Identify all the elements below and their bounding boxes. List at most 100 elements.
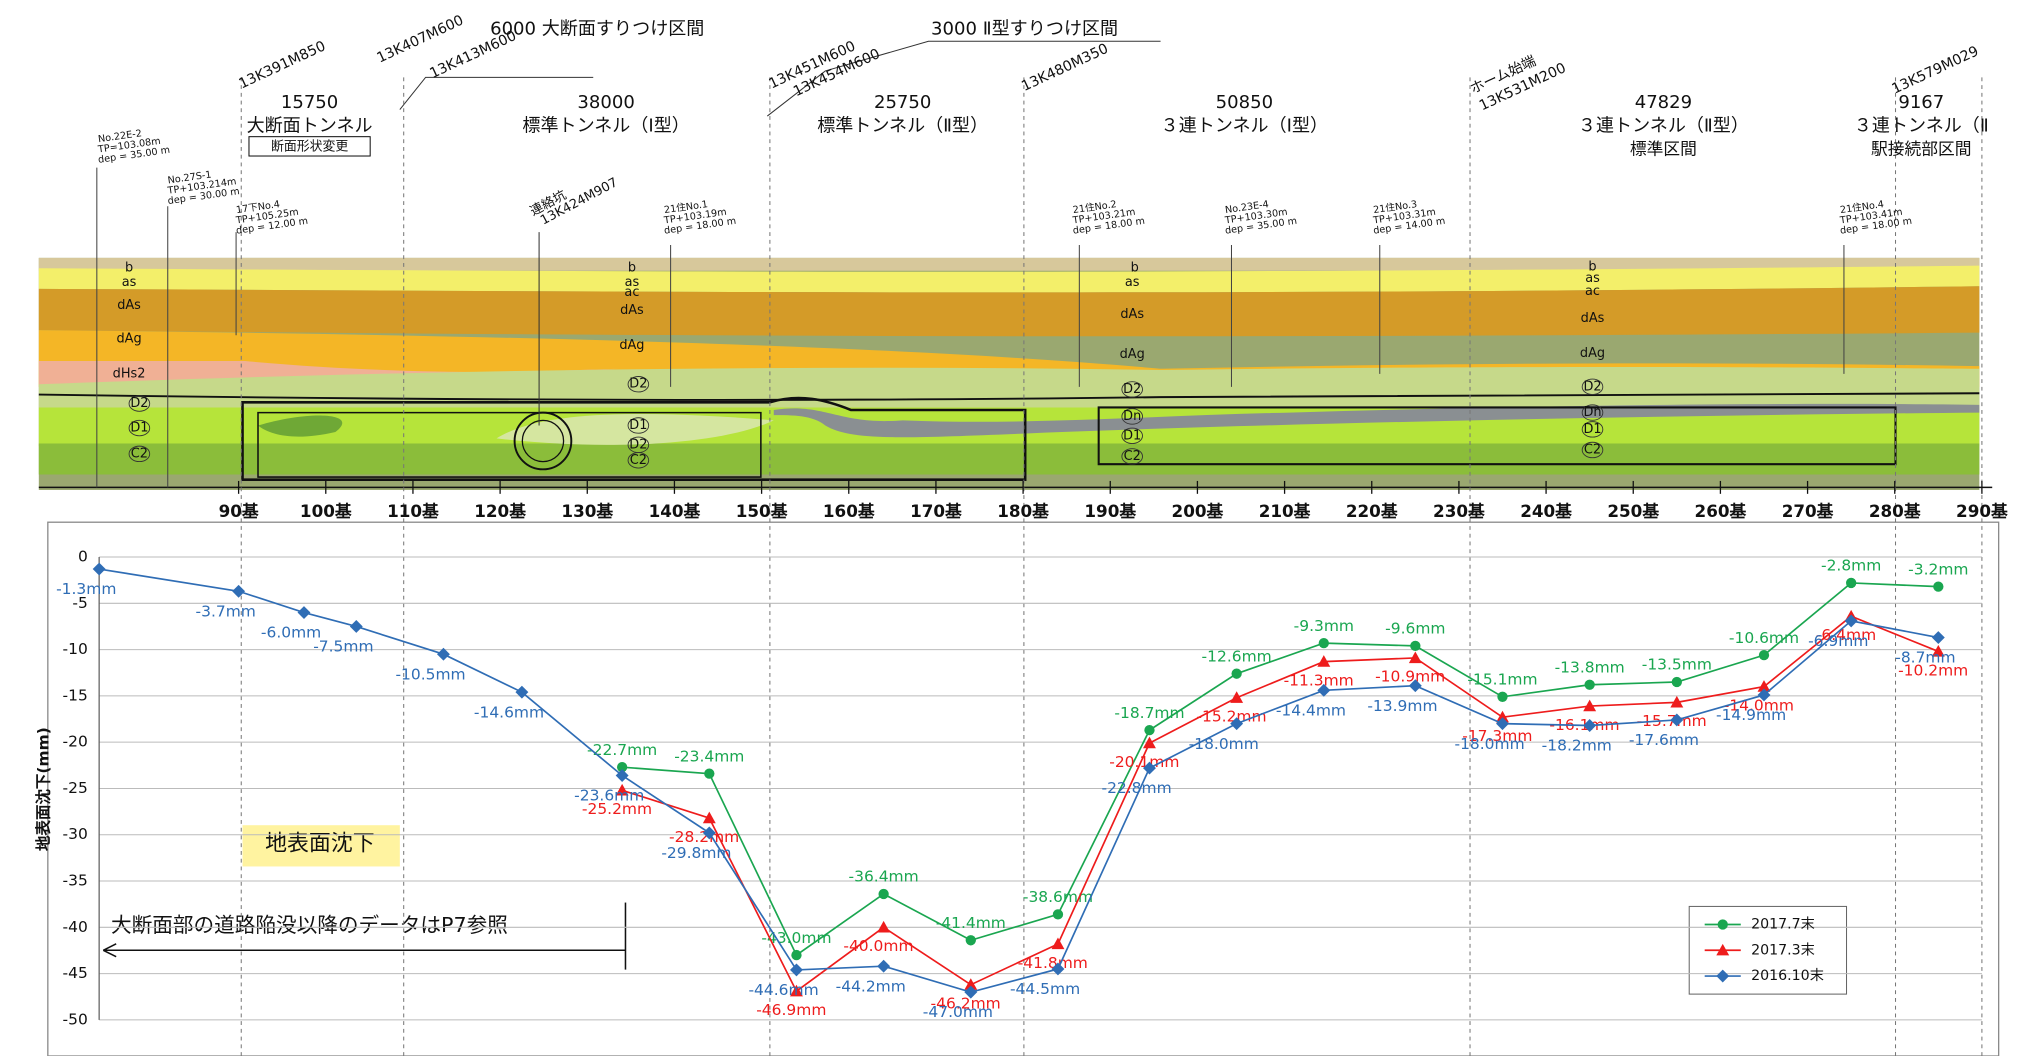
point (791, 949, 802, 961)
layer-label: b (628, 261, 636, 276)
section-name: 大断面トンネル (247, 115, 373, 136)
point (1410, 640, 1421, 652)
boring-column (96, 167, 1845, 488)
value-label: -3.2mm (1908, 560, 1968, 578)
x-tick-label: 130基 (561, 501, 613, 521)
x-tick-label: 260基 (1695, 501, 1747, 521)
layer-circle (1581, 421, 1604, 438)
value-label: -13.9mm (1367, 697, 1437, 715)
layer-label: dAs (1120, 307, 1144, 322)
section-length: 38000 (577, 92, 634, 113)
x-tick-label: 280基 (1869, 501, 1921, 521)
value-label: -3.7mm (196, 602, 256, 620)
x-tick-label: 200基 (1172, 501, 1224, 521)
series-line (621, 615, 1939, 993)
chart-frame (47, 521, 2000, 1056)
x-tick-label: 150基 (736, 501, 788, 521)
point (1051, 937, 1065, 950)
point (1052, 909, 1064, 920)
point (1317, 655, 1331, 667)
point (1496, 710, 1509, 723)
layer-circle (128, 445, 151, 463)
section-name: ３連トンネル（Ⅱ (1854, 115, 1989, 136)
y-tick-label: -5 (72, 594, 87, 612)
y-axis-label: 地表面沈下(mm) (33, 727, 52, 851)
section-note: 標準区間 (1630, 139, 1697, 159)
x-tick-label: 180基 (997, 501, 1049, 521)
legend-label: 2016.10末 (1751, 968, 1824, 984)
point (1845, 577, 1857, 589)
value-label: -23.4mm (674, 747, 744, 765)
value-label: -22.7mm (587, 741, 657, 759)
value-label: -44.5mm (1010, 980, 1080, 998)
geology (38, 257, 1993, 490)
point (1584, 679, 1595, 690)
section-note: 断面形状変更 (271, 138, 348, 154)
layer-label: D1 (130, 421, 148, 436)
layer-label: D1 (629, 418, 647, 433)
layer-label: Dn (1123, 409, 1141, 424)
y-tick-label: -40 (63, 918, 88, 936)
value-label: -41.8mm (1018, 954, 1088, 972)
section-length: 9167 (1898, 92, 1944, 113)
point (232, 584, 246, 598)
layer-label: C2 (1584, 442, 1601, 457)
point (1933, 581, 1944, 592)
section-name: ３連トンネル（Ⅱ型） (1578, 115, 1749, 136)
point (1497, 691, 1508, 702)
value-label: -10.6mm (1729, 629, 1799, 647)
x-tick-label: 170基 (910, 501, 962, 521)
value-label: -44.2mm (836, 977, 906, 995)
point (877, 959, 891, 973)
value-label: -14.9mm (1716, 706, 1786, 724)
layer-label: C2 (131, 446, 148, 461)
layer-label: dAg (619, 338, 644, 353)
value-label: -41.4mm (936, 914, 1006, 932)
layer-circle (128, 395, 151, 412)
value-label: -17.3mm (1462, 727, 1532, 745)
layer-circle (128, 419, 151, 437)
y-tick-label: -15 (63, 686, 88, 704)
section-name: ３連トンネル（Ⅰ型） (1161, 115, 1328, 136)
x-tick-label: 290基 (1956, 501, 2008, 521)
value-label: -18.0mm (1455, 735, 1525, 753)
value-label: -25.2mm (582, 800, 652, 818)
annotation-box (242, 825, 400, 867)
point (1670, 695, 1684, 708)
layer-circle (1121, 408, 1143, 425)
legend-label: 2017.7末 (1751, 916, 1815, 932)
point (1317, 683, 1331, 697)
value-label: -29.8mm (661, 844, 731, 862)
point (1671, 676, 1682, 688)
x-tick-label: 250基 (1607, 501, 1659, 521)
x-tick-label: 90基 (219, 501, 259, 521)
value-label: -17.6mm (1629, 731, 1699, 749)
point (877, 920, 891, 933)
point (515, 685, 529, 699)
station-label: 13K579M029 (1890, 43, 1982, 97)
value-label: -15.1mm (1467, 671, 1537, 689)
point (1670, 713, 1684, 727)
value-label: -11.3mm (1284, 671, 1354, 689)
section-length: 25750 (874, 92, 931, 113)
layer-label: as (1125, 275, 1140, 290)
point (297, 606, 311, 620)
legend-label: 2017.3末 (1751, 942, 1815, 958)
transition-label: 3000 Ⅱ型すりつけ区間 (931, 19, 1118, 40)
value-label: -10.5mm (395, 665, 465, 683)
point (964, 978, 978, 990)
value-label: -6.9mm (1808, 632, 1868, 650)
point (965, 935, 976, 946)
layer-label: D2 (130, 396, 148, 411)
layer-label: dAg (1580, 346, 1605, 361)
layer-label: dAs (620, 303, 644, 318)
point (704, 768, 715, 779)
value-label: -14.4mm (1276, 701, 1346, 719)
value-label: -2.8mm (1821, 557, 1881, 575)
point (1496, 717, 1509, 731)
layer-circle (1581, 441, 1604, 459)
layer-label: dAs (117, 298, 141, 313)
point (92, 562, 106, 576)
section-note: 駅接続部区間 (1871, 139, 1972, 159)
layer-label: b (1588, 259, 1596, 274)
